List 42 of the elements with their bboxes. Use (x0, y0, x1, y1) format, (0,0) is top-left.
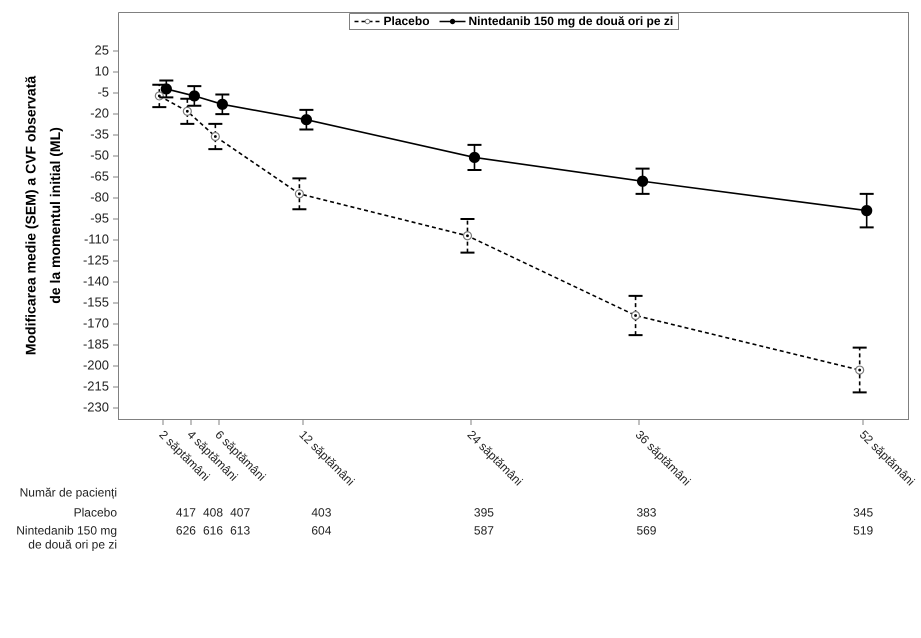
y-tick-label: -200 (82, 357, 109, 372)
y-tick-label: -20 (90, 106, 109, 121)
text: 613 (230, 523, 250, 538)
text: 408 (203, 505, 224, 520)
y-tick-label: -185 (82, 336, 109, 352)
point (214, 94, 230, 116)
text: 417 (176, 505, 196, 520)
point (298, 108, 314, 130)
point (186, 85, 202, 107)
text: 383 (636, 505, 657, 520)
y-tick-label: -5 (97, 84, 109, 100)
legend-label: Placebo (384, 14, 430, 28)
y-tick-label: -230 (82, 399, 109, 414)
text: 519 (853, 523, 874, 538)
text: 407 (230, 505, 250, 520)
point (158, 80, 174, 98)
text: 587 (474, 523, 494, 538)
y-tick-label: -125 (82, 252, 109, 268)
y-tick-label: -65 (90, 168, 109, 184)
y-tick-label: -155 (82, 294, 109, 310)
text: 626 (176, 523, 196, 538)
text: 403 (311, 505, 332, 520)
text: 395 (474, 505, 494, 520)
y-tick-label: -35 (90, 126, 109, 142)
text: Placebo (74, 505, 118, 520)
y-tick-label: -140 (82, 274, 109, 289)
y-axis-title: Modificarea medie (SEM) a CVF observată de la momentul initial (ML) (22, 76, 64, 356)
y-tick-label: 25 (94, 42, 109, 58)
y-tick-label: -95 (90, 210, 109, 226)
y-tick-label: -110 (84, 232, 109, 247)
legend-label: Nintedanib 150 mg de două ori pe zi (468, 14, 674, 28)
text: Număr de pacienți (20, 485, 117, 500)
text: 616 (203, 523, 224, 538)
text: 569 (636, 523, 657, 538)
text: 604 (311, 523, 332, 538)
y-tick-label: -215 (82, 378, 109, 394)
y-tick-label: -50 (90, 148, 109, 163)
y-tick-label: -80 (90, 190, 109, 205)
y-tick-label: -170 (82, 315, 109, 330)
text: Nintedanib 150 mg de două ori pe zi (16, 523, 117, 552)
text: 345 (853, 505, 874, 520)
y-tick-label: 10 (94, 64, 109, 79)
